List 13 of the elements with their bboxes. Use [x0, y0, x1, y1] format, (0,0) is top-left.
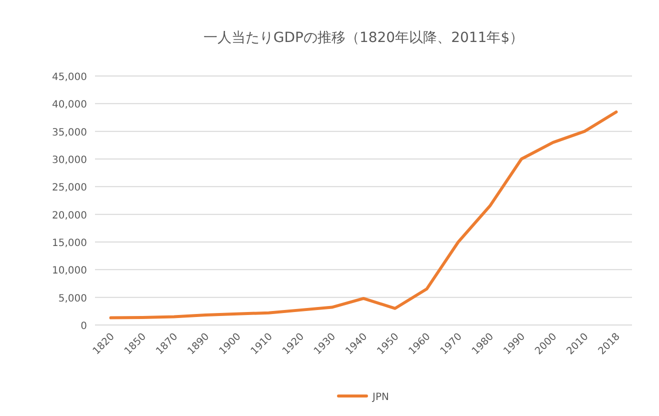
y-tick-label: 25,000 [52, 182, 87, 194]
y-tick-label: 5,000 [58, 293, 87, 304]
y-tick-label: 30,000 [52, 155, 87, 166]
legend-label: JPN [372, 392, 389, 403]
y-tick-label: 20,000 [52, 210, 87, 222]
y-tick-label: 45,000 [52, 72, 87, 83]
y-tick-label: 35,000 [52, 127, 87, 138]
legend: JPN [337, 392, 389, 403]
y-tick-label: 10,000 [52, 266, 87, 277]
y-tick-label: 15,000 [52, 238, 87, 249]
title: 一人当たりGDPの推移（1820年以降、2011年$） [203, 30, 524, 46]
y-tick-label: 0 [80, 321, 87, 332]
y-tick-label: 40,000 [52, 100, 87, 111]
